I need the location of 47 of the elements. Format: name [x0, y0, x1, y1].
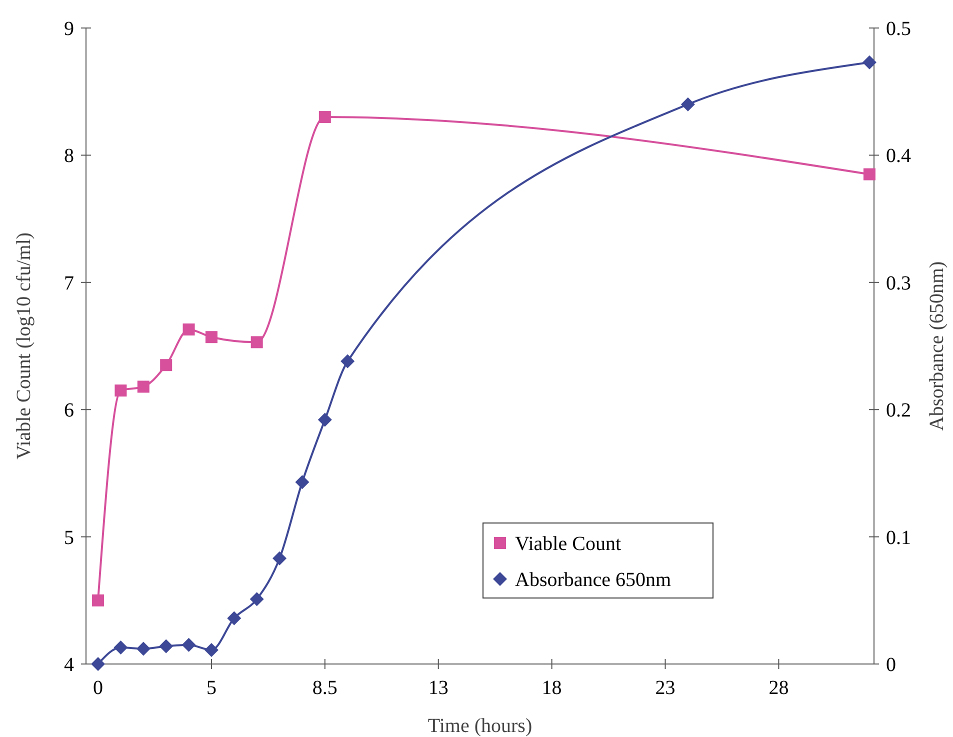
point [250, 336, 263, 348]
point [227, 611, 242, 626]
point [863, 168, 876, 180]
legend-label: Absorbance 650nm [515, 569, 672, 591]
point [92, 594, 104, 606]
x-tick-label: 13 [428, 677, 448, 699]
point [182, 638, 196, 652]
point [318, 412, 332, 427]
point [182, 323, 195, 336]
x-tick-label: 0 [93, 677, 104, 699]
y2-tick-label: 0.3 [886, 272, 911, 294]
point [318, 111, 331, 124]
point [340, 354, 355, 368]
point [160, 359, 172, 372]
y2-tick-label: 0.2 [886, 400, 911, 422]
y-tick-label: 6 [64, 400, 74, 422]
x-axis-title: Time (hours) [428, 715, 532, 737]
point [91, 657, 106, 671]
y-tick-label: 7 [64, 272, 74, 294]
point [137, 380, 150, 393]
x-tick-label: 8.5 [312, 677, 338, 699]
legend-label: Viable Count [515, 533, 622, 555]
point [204, 643, 218, 658]
y2-tick-label: 0 [886, 654, 896, 676]
y2-axis-title: Absorbance (650nm) [926, 261, 948, 431]
y2-tick-label: 0.5 [886, 18, 911, 40]
point [272, 551, 287, 566]
y-tick-label: 5 [64, 526, 74, 549]
point [680, 97, 695, 112]
point [159, 639, 174, 654]
x-tick-label: 23 [655, 677, 676, 699]
y-tick-label: 9 [64, 18, 74, 40]
point [862, 55, 876, 70]
y2-tick-label: 0.1 [886, 526, 911, 549]
y-tick-label: 4 [64, 654, 74, 676]
point [114, 384, 127, 397]
y-tick-label: 8 [64, 145, 74, 168]
point [114, 640, 128, 654]
point [136, 642, 150, 656]
x-tick-label: 28 [768, 677, 789, 699]
y-axis-title: Viable Count (log10 cfu/ml) [13, 232, 35, 460]
point [295, 475, 310, 490]
point [205, 331, 218, 344]
x-tick-label: 18 [542, 677, 562, 699]
y2-tick-label: 0.4 [886, 145, 911, 168]
point [250, 592, 264, 606]
x-tick-label: 5 [206, 677, 216, 699]
